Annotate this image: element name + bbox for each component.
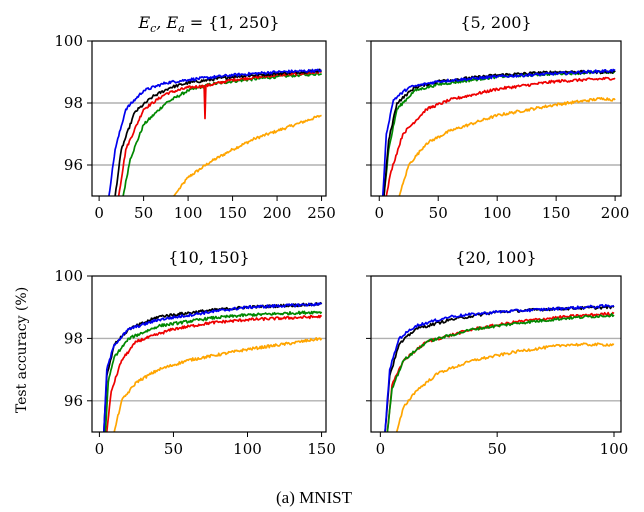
- x-tick-label: 200: [263, 204, 292, 222]
- series-line-blue: [108, 68, 322, 196]
- series-line-green: [122, 72, 323, 196]
- axes-frame: [91, 275, 327, 433]
- y-tick-label: 98: [64, 94, 83, 112]
- x-tick-label: 100: [174, 204, 203, 222]
- series-line-green: [386, 312, 615, 432]
- subplot-title: Ec, Ea = {1, 250}: [137, 13, 279, 35]
- series-line-orange: [395, 342, 615, 432]
- subplot-title: {20, 100}: [455, 248, 536, 267]
- x-tick-label: 100: [233, 440, 262, 458]
- series-line-blue: [381, 68, 616, 196]
- series-line-blue: [384, 303, 615, 432]
- x-tick-label: 0: [376, 440, 386, 458]
- y-tick-label: 98: [64, 329, 83, 347]
- series-line-green: [104, 310, 323, 432]
- x-tick-label: 250: [307, 204, 336, 222]
- x-tick-label: 0: [95, 440, 105, 458]
- subplot-1: 0 50 100 150 200 250 96 98 100 Ec, Ea = {1, 250}: [54, 13, 336, 222]
- series-line-red: [386, 311, 615, 432]
- subplot-4: 0 50 100 {20, 100}: [366, 248, 628, 458]
- axes-frame: [370, 275, 622, 433]
- series-line-red: [385, 76, 616, 196]
- series-line-orange: [113, 337, 323, 432]
- x-tick-label: 150: [542, 204, 571, 222]
- x-tick-label: 50: [429, 204, 448, 222]
- x-tick-label: 50: [488, 440, 507, 458]
- figure-caption: (a) MNIST: [276, 488, 353, 507]
- series-line-black: [114, 68, 323, 196]
- subplot-title: {10, 150}: [168, 248, 249, 267]
- series-line-orange: [398, 96, 616, 196]
- y-tick-label: 100: [54, 32, 83, 50]
- x-tick-label: 50: [134, 204, 153, 222]
- x-tick-label: 200: [601, 204, 630, 222]
- y-tick-label: 100: [54, 267, 83, 285]
- series-line-red: [105, 314, 323, 432]
- subplot-2: 0 50 100 150 200 {5, 200}: [366, 13, 629, 222]
- axes-frame: [91, 40, 327, 197]
- y-tick-label: 96: [64, 156, 83, 174]
- x-tick-label: 0: [94, 204, 104, 222]
- x-tick-label: 50: [164, 440, 183, 458]
- subplot-title: {5, 200}: [460, 13, 531, 32]
- x-tick-label: 0: [374, 204, 384, 222]
- y-tick-label: 96: [64, 392, 83, 410]
- subplot-3: 0 50 100 150 96 98 100 {10, 150}: [54, 248, 336, 458]
- x-tick-label: 100: [600, 440, 629, 458]
- series-line-orange: [173, 114, 322, 196]
- series-line-blue: [103, 302, 323, 432]
- x-tick-label: 150: [218, 204, 247, 222]
- x-tick-label: 150: [307, 440, 336, 458]
- x-tick-label: 100: [483, 204, 512, 222]
- axes-frame: [370, 40, 622, 197]
- y-axis-label: Test accuracy (%): [14, 287, 30, 413]
